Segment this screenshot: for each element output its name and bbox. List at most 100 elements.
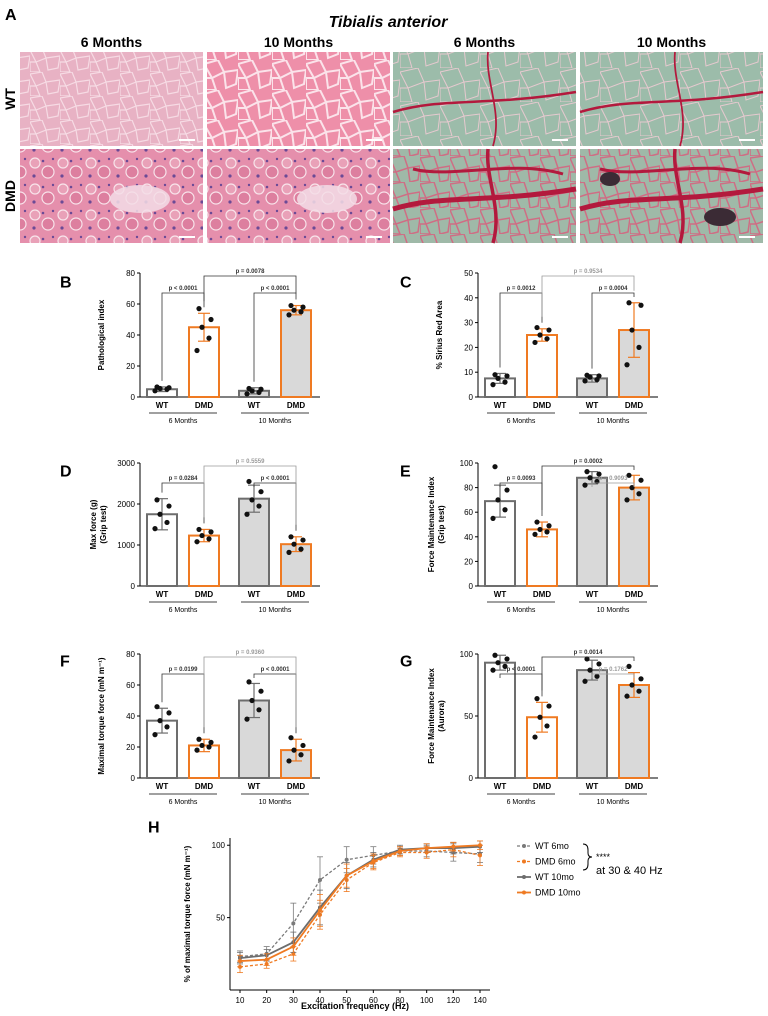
data-point xyxy=(164,519,170,526)
y-tick-label: 60 xyxy=(126,681,135,690)
data-point xyxy=(587,475,593,481)
p-value-label: p = 0.0093 xyxy=(507,476,537,482)
column-header: 6 Months xyxy=(81,34,143,50)
p-value-label: p < 0.0001 xyxy=(261,476,291,482)
data-point xyxy=(206,744,212,750)
legend-label: DMD 10mo xyxy=(535,888,581,898)
data-point xyxy=(490,515,496,521)
significance-bracket xyxy=(203,275,297,302)
x-tick-label: WT xyxy=(156,590,169,599)
data-point xyxy=(300,304,306,310)
y-tick-label: 2000 xyxy=(117,500,135,509)
data-point xyxy=(492,652,498,658)
data-point xyxy=(291,541,297,547)
data-point xyxy=(629,327,635,333)
data-point xyxy=(291,944,296,949)
data-point xyxy=(546,703,552,709)
x-tick-label: DMD xyxy=(533,590,551,599)
series-path xyxy=(239,850,481,958)
y-axis-label: % Sirius Red Area xyxy=(435,300,444,369)
data-point xyxy=(492,464,498,470)
data-point xyxy=(546,327,552,333)
data-point xyxy=(258,386,264,392)
data-point xyxy=(495,660,501,666)
data-point xyxy=(532,734,538,740)
p-value-label: p = 0.5559 xyxy=(236,459,266,465)
group-label: 6 Months xyxy=(169,799,198,806)
data-point xyxy=(371,859,376,864)
column-header: 10 Months xyxy=(264,34,333,50)
significance-bracket xyxy=(591,673,635,678)
data-point xyxy=(154,384,160,390)
y-tick-label: 100 xyxy=(212,841,226,850)
panel-a: A Tibialis anterior 6 Months 10 Months 6 Mon… xyxy=(2,7,764,244)
y-axis-label: Force Maintenance Index xyxy=(427,476,436,572)
data-point xyxy=(532,339,538,346)
data-point xyxy=(546,523,552,529)
data-point xyxy=(196,736,202,742)
collagen-strand xyxy=(392,90,577,114)
y-axis-label-sub: (Grip test) xyxy=(99,505,108,544)
y-tick-label: 0 xyxy=(131,582,136,591)
x-tick-label: 40 xyxy=(316,996,325,1005)
data-point xyxy=(194,347,200,354)
data-point xyxy=(534,519,540,525)
data-point xyxy=(451,844,456,849)
data-point xyxy=(537,332,543,338)
data-point xyxy=(495,375,501,381)
y-tick-label: 100 xyxy=(460,650,474,659)
collagen-strand xyxy=(485,148,498,244)
data-point xyxy=(152,732,158,738)
y-axis-label: Pathological index xyxy=(97,299,106,370)
y-tick-label: 100 xyxy=(460,459,474,468)
y-tick-label: 0 xyxy=(469,393,474,402)
panel-letter: C xyxy=(400,274,412,291)
data-point xyxy=(636,688,642,694)
data-point xyxy=(537,714,543,720)
y-tick-label: 80 xyxy=(464,484,473,493)
data-point xyxy=(537,526,543,533)
data-point xyxy=(504,487,510,493)
chart-f: F 0 20 40 60 80 Maximal torque force (mN m⁻¹) W… xyxy=(60,650,320,806)
p-value-label: p = 0.0078 xyxy=(236,269,266,275)
data-point xyxy=(587,667,593,673)
group-label: 10 Months xyxy=(259,799,292,806)
group-label: 6 Months xyxy=(169,607,198,614)
data-point xyxy=(154,497,160,503)
bar xyxy=(188,534,220,588)
p-value-label: p < 0.0001 xyxy=(261,286,291,292)
x-tick-label: 30 xyxy=(289,996,298,1005)
data-point xyxy=(206,335,212,341)
data-point xyxy=(624,693,630,699)
collagen-strand xyxy=(672,148,685,244)
data-point xyxy=(596,471,602,477)
bar xyxy=(618,684,650,779)
x-tick-label: WT xyxy=(494,590,507,599)
data-point xyxy=(298,309,304,315)
bar xyxy=(618,486,650,588)
group-label: 6 Months xyxy=(507,607,536,614)
bar xyxy=(526,334,558,398)
significance-bracket xyxy=(203,656,297,728)
data-point xyxy=(256,707,262,713)
data-point xyxy=(490,667,496,673)
dark-fiber xyxy=(704,208,736,226)
y-tick-label: 50 xyxy=(216,914,225,923)
p-value-label: p = 0.9093 xyxy=(599,476,629,482)
p-value-label: p = 0.0284 xyxy=(169,476,199,482)
data-point xyxy=(246,478,252,485)
collagen-strand xyxy=(392,186,577,212)
data-point xyxy=(582,482,588,488)
data-point xyxy=(534,324,540,331)
data-point xyxy=(636,491,642,497)
data-point xyxy=(291,921,296,926)
y-tick-label: 40 xyxy=(464,533,473,542)
x-axis-label: Excitation frequency (Hz) xyxy=(301,1001,409,1011)
significance-bracket xyxy=(541,465,635,511)
data-point xyxy=(246,679,252,685)
collagen-strand xyxy=(412,166,564,176)
significance-bracket xyxy=(591,482,635,487)
data-point xyxy=(502,507,508,513)
p-value-label: p = 0.0199 xyxy=(169,667,199,673)
